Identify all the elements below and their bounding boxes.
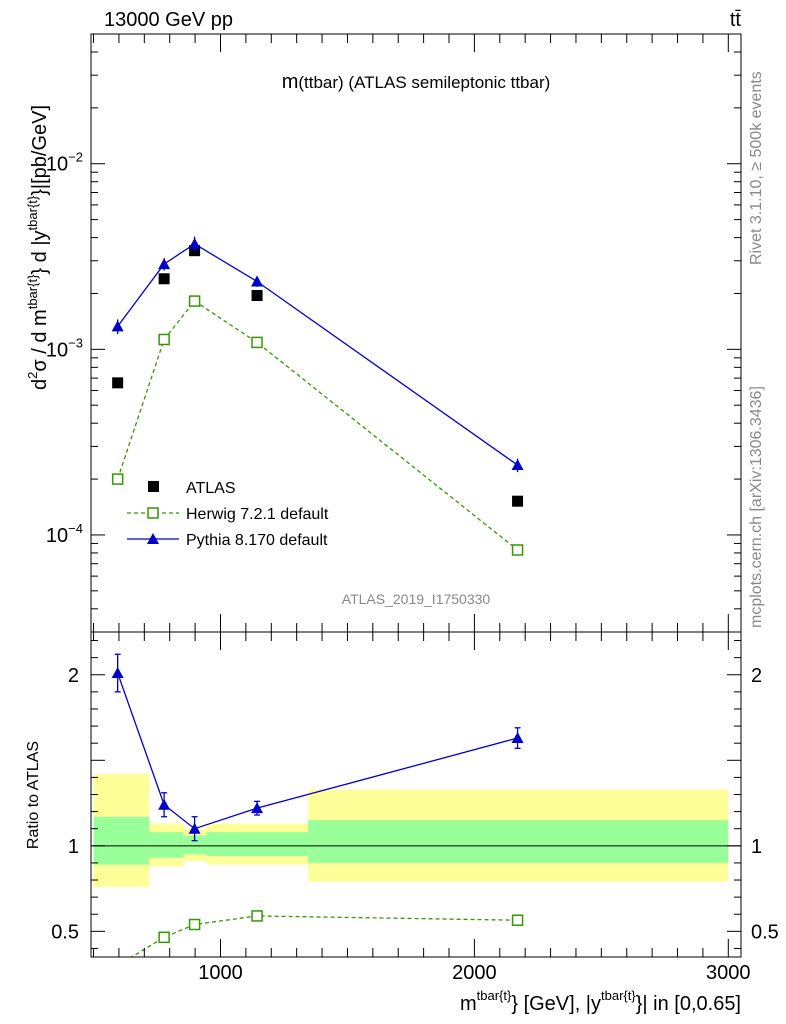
- mcplots-label: mcplots.cern.ch [arXiv:1306.3436]: [748, 386, 765, 628]
- energy-label: 13000 GeV pp: [104, 9, 233, 31]
- ratio-y-tick-label-right: 0.5: [751, 921, 779, 943]
- ratio-y-axis-label: Ratio to ATLAS: [25, 741, 42, 849]
- main-minor-ticks: [91, 33, 741, 633]
- ratio-y-tick-label-right: 1: [751, 836, 762, 858]
- ratio-y-tick-label-right: 2: [751, 665, 762, 687]
- herwig-ratio-point: [251, 910, 263, 922]
- pythia-ratio-point: [111, 667, 124, 679]
- ylabel-sup-2: tbar{t}: [25, 274, 40, 309]
- pythia-ratio-point: [188, 822, 201, 834]
- tick-base: 10: [46, 339, 68, 361]
- plot-title: m(ttbar) (ATLAS semileptonic ttbar): [282, 71, 551, 93]
- legend-herwig-label: Herwig 7.2.1 default: [186, 506, 329, 523]
- xlabel-sup-1: tbar{t}: [477, 988, 512, 1003]
- xlabel-sup-2: tbar{t}: [601, 988, 636, 1003]
- x-axis-label: mtbar{t}} [GeV], |ytbar{t}}| in [0,0.65]: [460, 988, 741, 1015]
- plot-title-main: m: [282, 71, 299, 93]
- tick-exponent: −4: [68, 521, 83, 536]
- herwig-point: [111, 473, 124, 485]
- atlas-point: [112, 377, 124, 389]
- herwig-point: [511, 544, 524, 556]
- plot-title-rest: (ttbar) (ATLAS semileptonic ttbar): [298, 73, 550, 92]
- pythia-ratio-point: [158, 798, 171, 810]
- legend: ATLAS Herwig 7.2.1 default Pythia 8.170 …: [127, 480, 329, 549]
- stat-uncertainty-band-4: [308, 820, 729, 863]
- ratio-y-tick-label-left: 0.5: [51, 921, 79, 943]
- legend-atlas-label: ATLAS: [186, 480, 236, 497]
- xlabel-part-b: } [GeV], |y: [511, 993, 601, 1015]
- stat-uncertainty-band-1: [149, 832, 184, 858]
- main-panel: 10−410−310−2 m(ttbar) (ATLAS semileptoni…: [46, 33, 742, 633]
- rivet-version-label: Rivet 3.1.10, ≥ 500k events: [748, 71, 765, 265]
- main-y-axis-label: d2σ / d mtbar{t}} d |ytbar{t}}|[pb/GeV]: [25, 105, 51, 390]
- x-tick-label: 2000: [452, 962, 497, 984]
- ylabel-sup-3: tbar{t}: [25, 195, 40, 230]
- ratio-y-tick-label-left: 2: [68, 665, 79, 687]
- x-tick-label: 1000: [198, 962, 243, 984]
- pythia-point: [511, 459, 524, 471]
- ylabel-sup-1: 2: [25, 372, 40, 379]
- tick-exponent: −3: [68, 335, 83, 350]
- pythia-point: [188, 237, 201, 249]
- herwig-point: [158, 333, 170, 346]
- atlas-point: [158, 273, 170, 285]
- legend-herwig-marker: [147, 507, 159, 519]
- herwig-ratio-point: [158, 931, 170, 944]
- main-axis-ticks: 10−410−310−2: [46, 34, 729, 632]
- analysis-id-watermark: ATLAS_2019_I1750330: [342, 591, 491, 607]
- ylabel-part-c: } d |y: [29, 230, 51, 274]
- x-tick-label: 3000: [706, 962, 751, 984]
- main-y-tick-label: 10−2: [46, 150, 83, 176]
- pythia-point: [111, 320, 124, 332]
- tick-base: 10: [46, 525, 68, 547]
- pythia-point: [251, 275, 264, 287]
- ylabel-part-a: d: [29, 379, 51, 390]
- tick-base: 10: [46, 154, 68, 176]
- ratio-y-tick-label-left: 1: [68, 836, 79, 858]
- tick-exponent: −2: [68, 150, 83, 165]
- herwig-point: [251, 336, 263, 349]
- herwig-ratio-point: [113, 961, 123, 971]
- stat-uncertainty-band-3: [206, 832, 309, 857]
- atlas-point: [251, 290, 263, 302]
- xlabel-part-c: }| in [0,0.65]: [636, 993, 741, 1015]
- ratio-data-marks: [111, 653, 524, 971]
- stat-uncertainty-band-2: [183, 835, 207, 855]
- main-data-marks: [111, 236, 524, 556]
- herwig-ratio-line: [130, 915, 518, 957]
- pythia-ratio-point: [511, 732, 524, 744]
- ratio-uncertainty-bands: [93, 773, 729, 887]
- legend-pythia-marker: [147, 533, 159, 544]
- pythia-ratio-point: [251, 802, 264, 814]
- stat-uncertainty-band-0: [93, 816, 150, 865]
- atlas-point: [512, 495, 524, 507]
- legend-pythia-label: Pythia 8.170 default: [186, 532, 328, 549]
- xlabel-part-a: m: [460, 993, 477, 1015]
- ylabel-part-b: σ / d m: [29, 309, 51, 371]
- herwig-ratio-point: [188, 918, 201, 931]
- legend-atlas-marker: [148, 481, 159, 492]
- ylabel-part-d: }|[pb/GeV]: [29, 105, 51, 196]
- process-label: tt̄: [730, 9, 742, 31]
- herwig-ratio-point: [511, 914, 524, 926]
- main-y-tick-label: 10−4: [46, 521, 83, 547]
- pythia-line: [117, 243, 518, 466]
- main-y-tick-label: 10−3: [46, 335, 83, 361]
- herwig-point: [188, 295, 201, 307]
- pythia-point: [158, 258, 171, 270]
